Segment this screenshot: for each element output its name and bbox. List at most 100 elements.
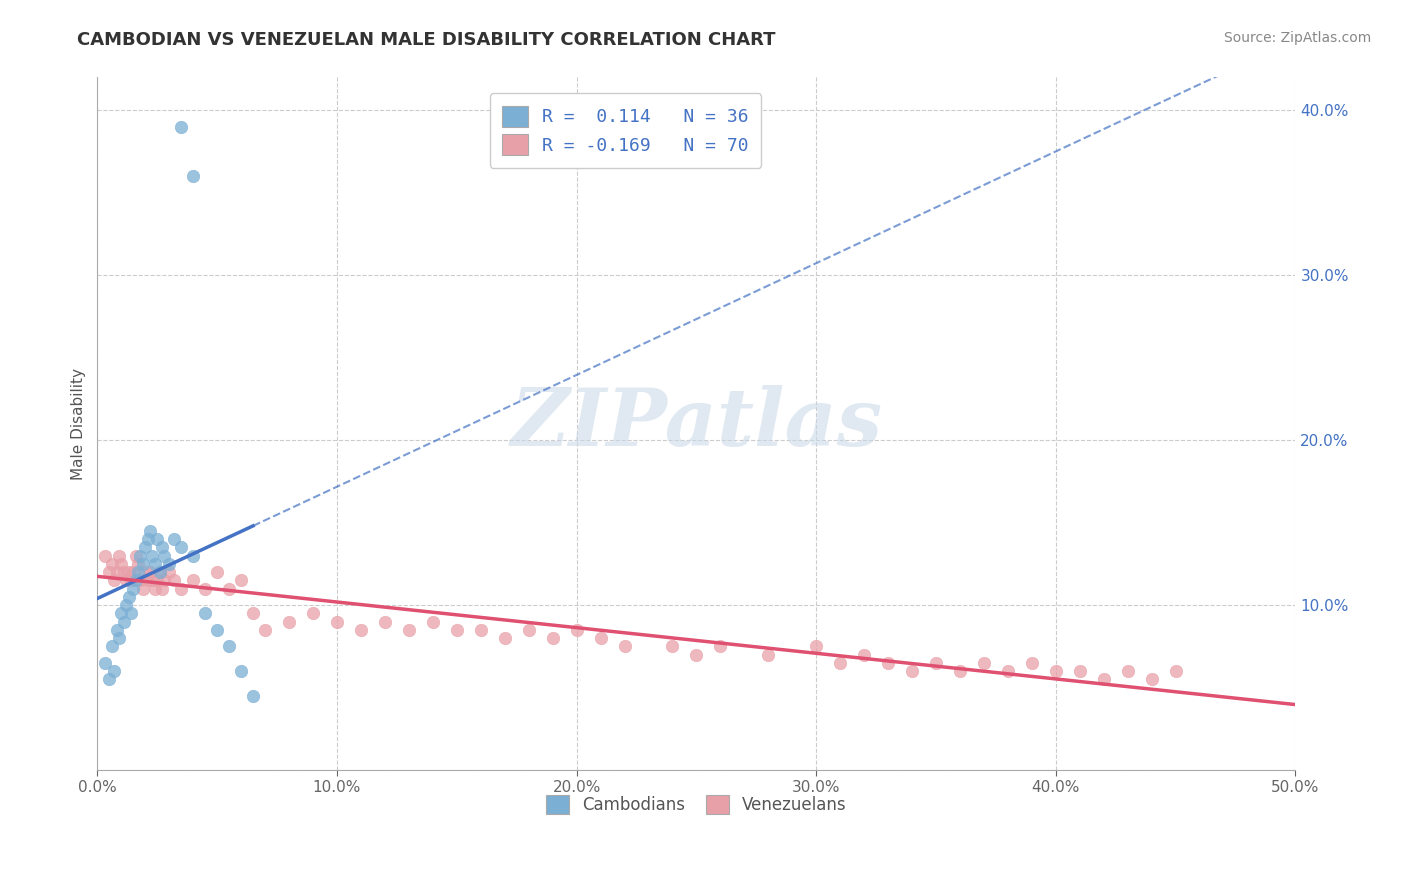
Point [157,557,180,571]
Point [1164,664,1187,678]
Point [110,607,132,621]
Point [146,574,169,588]
Point [98,565,121,579]
Point [589,631,612,645]
Point [117,590,139,604]
Point [141,574,163,588]
Point [170,582,193,596]
Point [194,582,217,596]
Point [122,565,145,579]
Point [115,598,138,612]
Point [153,549,176,563]
Point [132,582,155,596]
Point [901,664,924,678]
Point [112,615,135,629]
Point [1069,664,1091,678]
Point [1140,673,1163,687]
Point [997,664,1019,678]
Point [350,623,373,637]
Point [181,549,204,563]
Y-axis label: Male Disability: Male Disability [72,368,86,480]
Point [163,574,186,588]
Point [853,648,876,662]
Point [254,623,277,637]
Point [134,541,156,555]
Point [98,673,121,687]
Point [756,648,779,662]
Point [108,549,131,563]
Point [806,640,828,654]
Point [115,574,138,588]
Text: ZIPatlas: ZIPatlas [510,385,883,462]
Point [229,574,252,588]
Point [136,532,159,546]
Point [139,565,162,579]
Point [139,524,162,538]
Point [218,640,240,654]
Point [93,549,115,563]
Point [877,656,900,670]
Point [242,607,264,621]
Point [105,623,128,637]
Point [136,574,159,588]
Point [163,532,186,546]
Point [103,574,125,588]
Point [117,565,139,579]
Point [153,574,176,588]
Point [149,565,172,579]
Point [143,582,166,596]
Point [613,640,636,654]
Point [132,557,155,571]
Point [205,565,228,579]
Point [541,631,564,645]
Point [125,549,148,563]
Point [470,623,492,637]
Point [149,565,172,579]
Point [494,631,516,645]
Point [229,664,252,678]
Point [709,640,731,654]
Point [374,615,396,629]
Point [103,664,125,678]
Point [127,557,149,571]
Point [422,615,444,629]
Point [157,565,180,579]
Point [120,607,142,621]
Point [110,557,132,571]
Point [398,623,420,637]
Point [141,549,163,563]
Point [181,169,204,184]
Point [446,623,468,637]
Point [93,656,115,670]
Point [661,640,683,654]
Point [949,664,972,678]
Point [565,623,588,637]
Text: Source: ZipAtlas.com: Source: ZipAtlas.com [1223,31,1371,45]
Point [129,574,152,588]
Point [973,656,995,670]
Point [205,623,228,637]
Point [146,532,169,546]
Point [105,565,128,579]
Point [129,549,152,563]
Point [1092,673,1115,687]
Point [517,623,540,637]
Point [181,574,204,588]
Point [150,582,173,596]
Point [120,574,142,588]
Point [925,656,948,670]
Point [122,582,145,596]
Point [685,648,707,662]
Point [278,615,301,629]
Point [218,582,240,596]
Point [1045,664,1067,678]
Point [170,120,193,134]
Point [170,541,193,555]
Point [108,631,131,645]
Point [143,557,166,571]
Point [194,607,217,621]
Point [100,557,122,571]
Point [134,565,156,579]
Legend: Cambodians, Venezuelans: Cambodians, Venezuelans [536,785,856,824]
Point [830,656,852,670]
